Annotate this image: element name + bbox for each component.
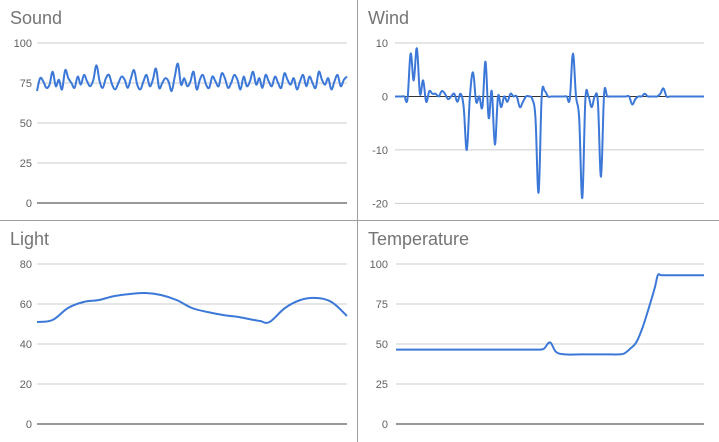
- y-tick-label: 0: [26, 198, 32, 210]
- chart-panel-sound: Sound 0 25 50 75 100: [0, 0, 357, 220]
- y-tick-label: 75: [376, 299, 388, 311]
- series-line: [36, 291, 348, 324]
- y-tick-label: 10: [376, 38, 388, 50]
- chart-title: Wind: [368, 8, 410, 28]
- series-line: [36, 62, 348, 93]
- y-tick-label: -20: [372, 198, 388, 210]
- horizontal-divider: [0, 220, 719, 221]
- chart-plot-light: 0 20 40 60 80: [20, 259, 348, 431]
- chart-panel-wind: Wind -20 -10 0 10: [358, 0, 719, 220]
- y-tick-label: 25: [20, 158, 32, 170]
- series-line: [394, 47, 704, 199]
- y-tick-label: 50: [20, 118, 32, 130]
- y-tick-label: 0: [382, 419, 388, 431]
- chart-plot-temperature: 0 25 50 75 100: [370, 259, 704, 431]
- chart-title: Light: [10, 229, 50, 249]
- y-tick-label: 25: [376, 379, 388, 391]
- y-tick-label: 80: [20, 259, 32, 271]
- y-tick-label: 75: [20, 78, 32, 90]
- y-tick-label: 40: [20, 339, 32, 351]
- chart-title: Sound: [10, 8, 63, 28]
- series-line: [395, 273, 704, 356]
- y-tick-label: 0: [26, 419, 32, 431]
- chart-plot-wind: -20 -10 0 10: [372, 38, 704, 210]
- vertical-divider: [357, 0, 358, 442]
- y-tick-label: 0: [382, 91, 388, 103]
- y-tick-label: 60: [20, 299, 32, 311]
- y-tick-label: 20: [20, 379, 32, 391]
- chart-panel-light: Light 0 20 40 60 80: [0, 221, 357, 442]
- y-tick-label: 50: [376, 339, 388, 351]
- chart-panel-temperature: Temperature 0 25 50 75 100: [358, 221, 719, 442]
- y-tick-label: -10: [372, 145, 388, 157]
- chart-title: Temperature: [368, 229, 470, 249]
- chart-plot-sound: 0 25 50 75 100: [14, 38, 348, 210]
- y-tick-label: 100: [14, 38, 32, 50]
- y-tick-label: 100: [370, 259, 388, 271]
